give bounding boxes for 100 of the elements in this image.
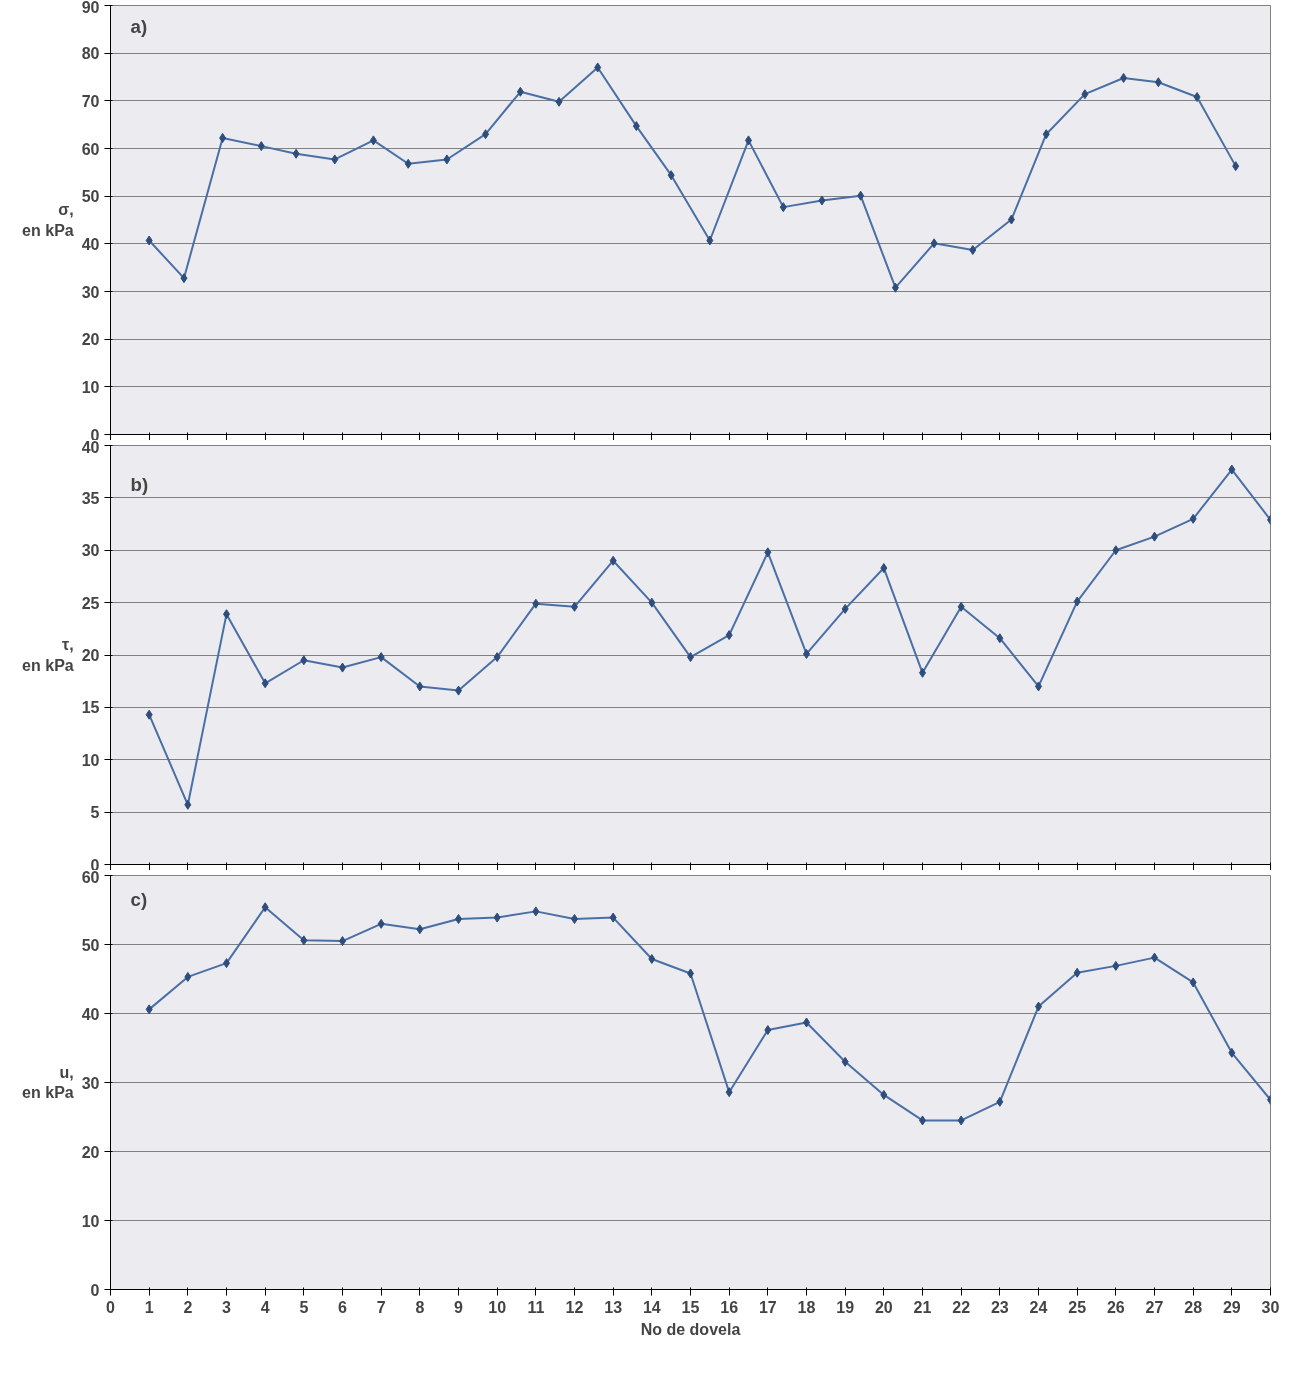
point: [482, 129, 490, 140]
point: [443, 154, 451, 165]
point: [1189, 513, 1197, 524]
point: [1193, 92, 1201, 103]
x-tick-label: 12: [565, 1298, 584, 1316]
point: [145, 235, 153, 246]
y-axis-title: τ, en kPa: [22, 636, 74, 674]
y-tick-label: 30: [81, 542, 100, 560]
point: [300, 655, 308, 666]
x-tick-label: 9: [454, 1298, 464, 1316]
x-tick-label: 20: [874, 1298, 893, 1316]
x-tick-label: 16: [720, 1298, 739, 1316]
x-tick-label: 10: [488, 1298, 507, 1316]
point: [532, 598, 540, 609]
point: [300, 935, 308, 946]
point: [145, 709, 153, 720]
x-tick-label: 23: [990, 1298, 1009, 1316]
point: [404, 158, 412, 169]
y-tick-label: 5: [90, 804, 100, 822]
point: [416, 924, 424, 935]
y-tick-label: 35: [81, 489, 100, 507]
point: [184, 799, 192, 810]
point: [648, 953, 656, 964]
point: [416, 681, 424, 692]
point: [331, 154, 339, 165]
point: [1189, 977, 1197, 988]
point: [145, 1004, 153, 1015]
x-axis-title: No de dovela: [640, 1320, 741, 1338]
point: [493, 912, 501, 923]
y-tick-label: 80: [81, 45, 100, 63]
point: [880, 1089, 888, 1100]
point: [1073, 967, 1081, 978]
point: [1228, 464, 1236, 475]
point: [1007, 214, 1015, 225]
y-tick-label: 10: [81, 751, 100, 769]
point: [292, 148, 300, 159]
x-tick-label: 29: [1222, 1298, 1241, 1316]
y-tick-label: 40: [81, 235, 100, 253]
point: [532, 906, 540, 917]
point: [996, 633, 1004, 644]
y-tick-label: 10: [81, 1212, 100, 1230]
x-tick-label: 6: [338, 1298, 348, 1316]
x-tick-label: 4: [260, 1298, 270, 1316]
x-tick-label: 25: [1068, 1298, 1087, 1316]
point: [219, 133, 227, 144]
point: [957, 1115, 965, 1126]
y-axis-title: σ, en kPa: [22, 201, 74, 239]
point: [725, 1087, 733, 1098]
x-tick-label: 0: [106, 1298, 116, 1316]
y-tick-label: 20: [81, 647, 100, 664]
x-tick-label: 17: [758, 1298, 777, 1316]
point: [632, 121, 640, 132]
x-tick-label: 14: [642, 1298, 661, 1316]
x-tick-label: 24: [1029, 1298, 1048, 1316]
point: [257, 141, 265, 152]
point: [764, 547, 772, 558]
x-tick-label: 28: [1184, 1298, 1203, 1316]
x-tick-label: 27: [1145, 1298, 1164, 1316]
x-tick-label: 19: [836, 1298, 855, 1316]
x-tick-label: 22: [952, 1298, 971, 1316]
point: [594, 62, 602, 73]
point: [1073, 596, 1081, 607]
x-tick-label: 5: [299, 1298, 309, 1316]
annotation: a): [130, 15, 148, 37]
y-tick-label: 40: [81, 1005, 100, 1023]
y-tick-label: 20: [81, 1143, 100, 1161]
x-tick-label: 15: [681, 1298, 700, 1316]
point: [377, 652, 385, 663]
x-tick-label: 30: [1261, 1298, 1280, 1316]
point: [184, 971, 192, 982]
point: [555, 96, 563, 107]
y-tick-label: 70: [81, 92, 100, 110]
point: [1112, 545, 1120, 556]
x-tick-label: 13: [604, 1298, 623, 1316]
point: [369, 135, 377, 146]
y-tick-label: 90: [81, 0, 100, 16]
y-tick-label: 25: [81, 594, 100, 612]
x-tick-label: 3: [222, 1298, 232, 1316]
annotation: c): [130, 888, 148, 910]
point: [725, 630, 733, 641]
point: [1228, 1047, 1236, 1058]
x-tick-label: 8: [415, 1298, 425, 1316]
point: [1232, 161, 1240, 172]
y-tick-label: 30: [81, 1074, 100, 1092]
point: [764, 1025, 772, 1036]
point: [779, 202, 787, 213]
point: [516, 86, 524, 97]
x-tick-label: 7: [376, 1298, 386, 1316]
y-tick-label: 0: [90, 1281, 100, 1299]
y-tick-label: 15: [81, 699, 100, 717]
y-tick-label: 30: [81, 283, 100, 301]
point: [706, 235, 714, 246]
point: [841, 1056, 849, 1067]
point: [1112, 960, 1120, 971]
annotation: b): [130, 473, 149, 495]
point: [261, 902, 269, 913]
point: [891, 282, 899, 293]
point: [609, 555, 617, 566]
point: [609, 912, 617, 923]
x-tick-label: 2: [183, 1298, 193, 1316]
